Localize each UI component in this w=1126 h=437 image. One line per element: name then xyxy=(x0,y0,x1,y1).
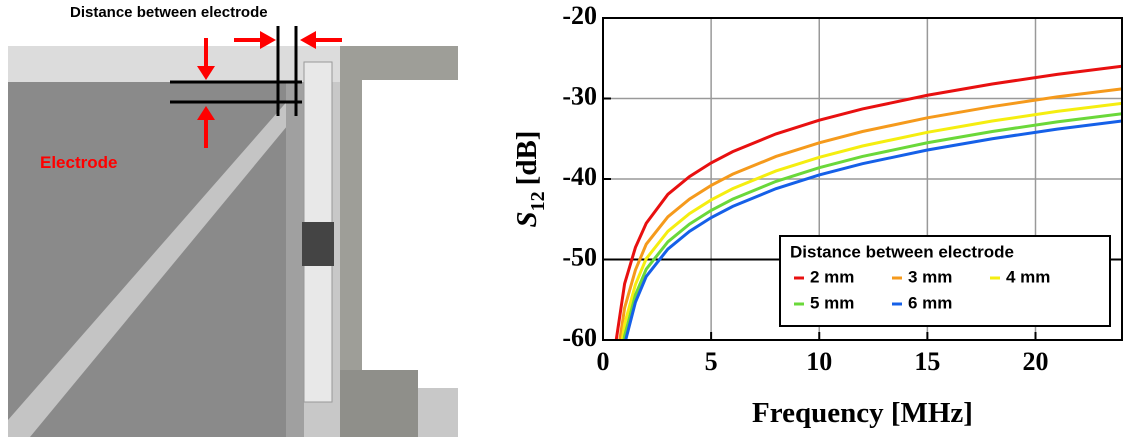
frame-side xyxy=(340,46,362,406)
edge xyxy=(286,82,304,437)
x-tick-label: 20 xyxy=(1023,347,1049,376)
x-tick-label: 5 xyxy=(705,347,718,376)
y-axis-label: S12 [dB] xyxy=(511,131,549,228)
y-label-subscript: 12 xyxy=(527,191,549,211)
series-line xyxy=(622,112,1122,340)
series-line xyxy=(614,64,1122,340)
diagram-label: Electrode xyxy=(40,153,117,172)
y-label-unit: [dB] xyxy=(511,131,543,186)
legend-box xyxy=(779,235,1111,327)
y-tick-label: -60 xyxy=(562,323,597,352)
legend-entry: 4 mm xyxy=(1006,267,1050,286)
series-line xyxy=(624,119,1122,340)
electrode-diagram: Distance between electrode Electrode xyxy=(8,4,458,437)
legend-entry: 3 mm xyxy=(908,267,952,286)
legend-entry: 5 mm xyxy=(810,293,854,312)
connector xyxy=(302,222,334,266)
y-tick-label: -30 xyxy=(562,81,597,110)
y-label-symbol: S xyxy=(511,211,543,227)
x-tick-label: 0 xyxy=(597,347,610,376)
diagram-label: Distance between electrode xyxy=(70,4,268,21)
y-tick-label: -50 xyxy=(562,242,597,271)
diagonal-stripe xyxy=(8,98,302,437)
series-line xyxy=(620,101,1122,340)
arrows xyxy=(197,31,342,148)
legend-entry: 6 mm xyxy=(908,293,952,312)
gap xyxy=(362,80,458,388)
frame-bottom xyxy=(340,370,418,437)
legend-entry: 2 mm xyxy=(810,267,854,286)
x-tick-label: 10 xyxy=(806,347,832,376)
y-tick-label: -20 xyxy=(562,1,597,30)
plot-frame xyxy=(602,17,1123,341)
x-tick-label: 15 xyxy=(914,347,940,376)
y-tick-label: -40 xyxy=(562,162,597,191)
series-line xyxy=(618,87,1122,340)
chart: 0 5 10 15 20 -60 -50 -40 -30 -20 Frequency [MHz] S1… xyxy=(511,1,1123,429)
x-axis-label: Frequency [MHz] xyxy=(752,397,973,429)
legend-title: Distance between electrode xyxy=(790,242,1014,261)
